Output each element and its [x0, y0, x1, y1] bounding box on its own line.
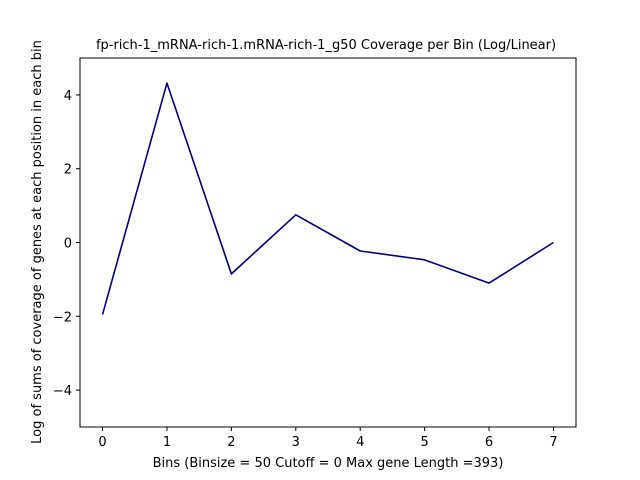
x-tick-label: 5 — [420, 435, 428, 450]
plot-frame — [79, 57, 577, 428]
x-tick-label: 0 — [98, 435, 106, 450]
chart-title: fp-rich-1_mRNA-rich-1.mRNA-rich-1_g50 Co… — [96, 38, 556, 53]
series-line — [101, 82, 554, 315]
x-axis-label: Bins (Binsize = 50 Cutoff = 0 Max gene L… — [153, 456, 504, 471]
x-tick-label: 4 — [356, 435, 364, 450]
axis-ticks: 0 1 2 3 4 5 6 7 −4 −2 0 2 4 — [53, 89, 558, 450]
y-tick-label: 0 — [64, 237, 72, 252]
x-tick-label: 7 — [549, 435, 557, 450]
y-axis-label: Log of sums of coverage of genes at each… — [30, 40, 45, 444]
y-tick-label: −4 — [53, 384, 72, 399]
x-tick-label: 3 — [292, 435, 300, 450]
x-tick-label: 6 — [485, 435, 493, 450]
x-tick-label: 2 — [227, 435, 235, 450]
y-tick-label: −2 — [53, 310, 72, 325]
y-tick-label: 2 — [64, 163, 72, 178]
plot-area — [101, 82, 554, 315]
y-tick-label: 4 — [64, 89, 72, 104]
x-tick-label: 1 — [163, 435, 171, 450]
